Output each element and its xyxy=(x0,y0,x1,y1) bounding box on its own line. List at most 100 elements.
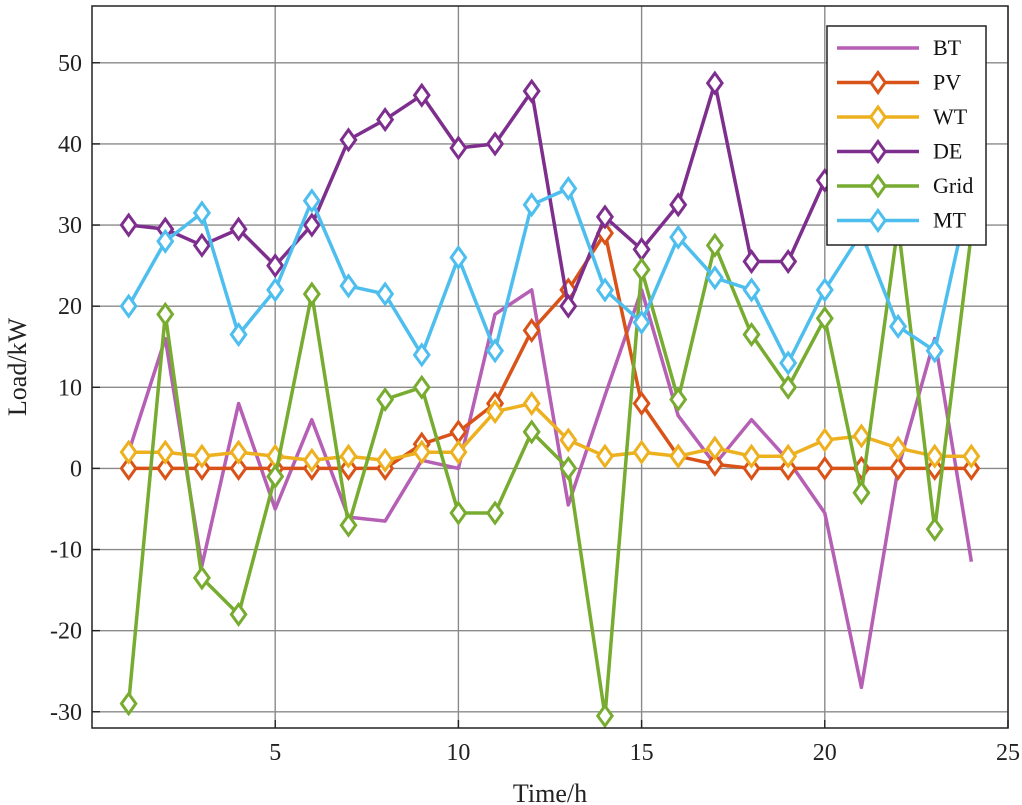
y-tick-label: 0 xyxy=(70,456,82,482)
series-line-grid xyxy=(126,223,974,718)
data-point-wt xyxy=(229,439,248,465)
data-point-mt xyxy=(376,281,395,307)
series-layer xyxy=(119,70,981,729)
data-point-de xyxy=(376,107,395,133)
data-point-wt xyxy=(669,443,688,469)
data-point-wt xyxy=(779,443,798,469)
legend: BT PV WT DE Grid MT xyxy=(826,25,987,246)
data-point-de xyxy=(449,135,468,161)
data-point-mt xyxy=(339,273,358,299)
legend-marker-pv xyxy=(868,69,888,96)
legend-item-mt: MT xyxy=(837,207,967,234)
data-point-mt xyxy=(889,313,908,340)
data-point-wt xyxy=(815,427,834,453)
data-point-grid xyxy=(192,565,211,591)
data-point-wt xyxy=(156,439,175,465)
data-point-wt xyxy=(705,435,724,461)
legend-item-wt: WT xyxy=(837,104,968,130)
data-point-grid xyxy=(669,386,688,413)
data-point-mt xyxy=(412,342,431,368)
data-point-mt xyxy=(119,293,138,319)
data-point-mt xyxy=(925,338,944,364)
legend-item-de: DE xyxy=(837,138,962,165)
data-point-de xyxy=(302,212,321,238)
data-point-pv xyxy=(522,317,541,344)
y-tick-label: 20 xyxy=(58,294,82,320)
data-point-de xyxy=(192,232,211,258)
data-point-mt xyxy=(156,228,175,254)
y-tick-label: 10 xyxy=(58,375,82,401)
series-line-bt xyxy=(126,288,974,690)
series-mt xyxy=(119,171,981,376)
data-point-grid xyxy=(559,455,578,481)
data-point-wt xyxy=(119,439,138,465)
legend-marker-grid xyxy=(868,173,888,199)
data-point-grid xyxy=(852,480,871,506)
data-point-mt xyxy=(559,175,578,202)
data-point-grid xyxy=(156,301,175,327)
legend-label-de: DE xyxy=(933,139,962,164)
data-point-de xyxy=(229,216,248,242)
data-point-mt xyxy=(632,309,651,335)
data-point-wt xyxy=(852,423,871,449)
data-point-de xyxy=(559,293,578,319)
data-point-wt xyxy=(925,443,944,469)
y-tick-label: 50 xyxy=(58,51,82,77)
data-point-grid xyxy=(302,281,321,307)
data-point-wt xyxy=(889,435,908,461)
x-tick-label: 20 xyxy=(813,740,837,766)
data-point-de xyxy=(705,70,724,96)
data-point-grid xyxy=(705,232,724,258)
data-point-grid xyxy=(266,463,285,490)
data-point-grid xyxy=(339,512,358,538)
data-point-mt xyxy=(485,338,505,364)
data-point-pv xyxy=(632,390,651,417)
data-point-grid xyxy=(119,691,138,717)
x-tick-label: 10 xyxy=(446,740,470,766)
legend-box xyxy=(826,25,987,246)
data-point-grid xyxy=(595,703,615,729)
data-point-wt xyxy=(632,439,651,465)
legend-label-pv: PV xyxy=(933,70,961,95)
y-axis-label: Load/kW xyxy=(3,317,32,416)
data-point-pv xyxy=(229,455,248,481)
data-point-de xyxy=(485,131,505,157)
x-tick-label: 25 xyxy=(996,740,1020,766)
data-point-wt xyxy=(485,399,505,425)
data-point-grid xyxy=(632,257,651,283)
legend-label-bt: BT xyxy=(933,35,962,60)
legend-marker-mt xyxy=(868,207,888,234)
data-point-de xyxy=(339,127,358,153)
data-point-de xyxy=(266,253,285,279)
data-point-grid xyxy=(449,500,468,526)
y-tick-label: -10 xyxy=(50,538,82,564)
data-point-wt xyxy=(522,390,541,417)
series-line-mt xyxy=(127,184,974,365)
y-tick-label: 30 xyxy=(58,213,82,239)
data-point-wt xyxy=(559,427,578,453)
data-point-pv xyxy=(815,455,834,481)
data-point-grid xyxy=(522,419,541,445)
legend-item-bt: BT xyxy=(837,35,962,60)
data-point-de xyxy=(522,78,541,104)
legend-marker-de xyxy=(868,138,888,165)
data-point-grid xyxy=(925,516,944,542)
data-point-de xyxy=(595,204,615,230)
data-point-mt xyxy=(815,277,834,303)
plot-frame xyxy=(91,5,1009,729)
data-point-grid xyxy=(229,601,248,627)
data-point-pv xyxy=(889,455,908,481)
data-point-pv xyxy=(705,451,724,477)
data-point-mt xyxy=(779,350,798,376)
x-tick-label: 15 xyxy=(630,740,654,766)
data-point-wt xyxy=(339,443,358,469)
x-tick-label: 5 xyxy=(269,740,281,766)
data-point-grid xyxy=(815,305,834,331)
tick-labels: 5 10 15 20 25 -30 -20 -10 0 10 20 30 40 50 xyxy=(50,51,1020,766)
y-tick-label: -30 xyxy=(50,700,82,726)
data-point-de xyxy=(669,192,688,218)
data-point-wt xyxy=(376,447,395,473)
data-point-de xyxy=(779,248,798,275)
data-point-de xyxy=(742,248,761,275)
x-axis-label: Time/h xyxy=(513,779,587,805)
